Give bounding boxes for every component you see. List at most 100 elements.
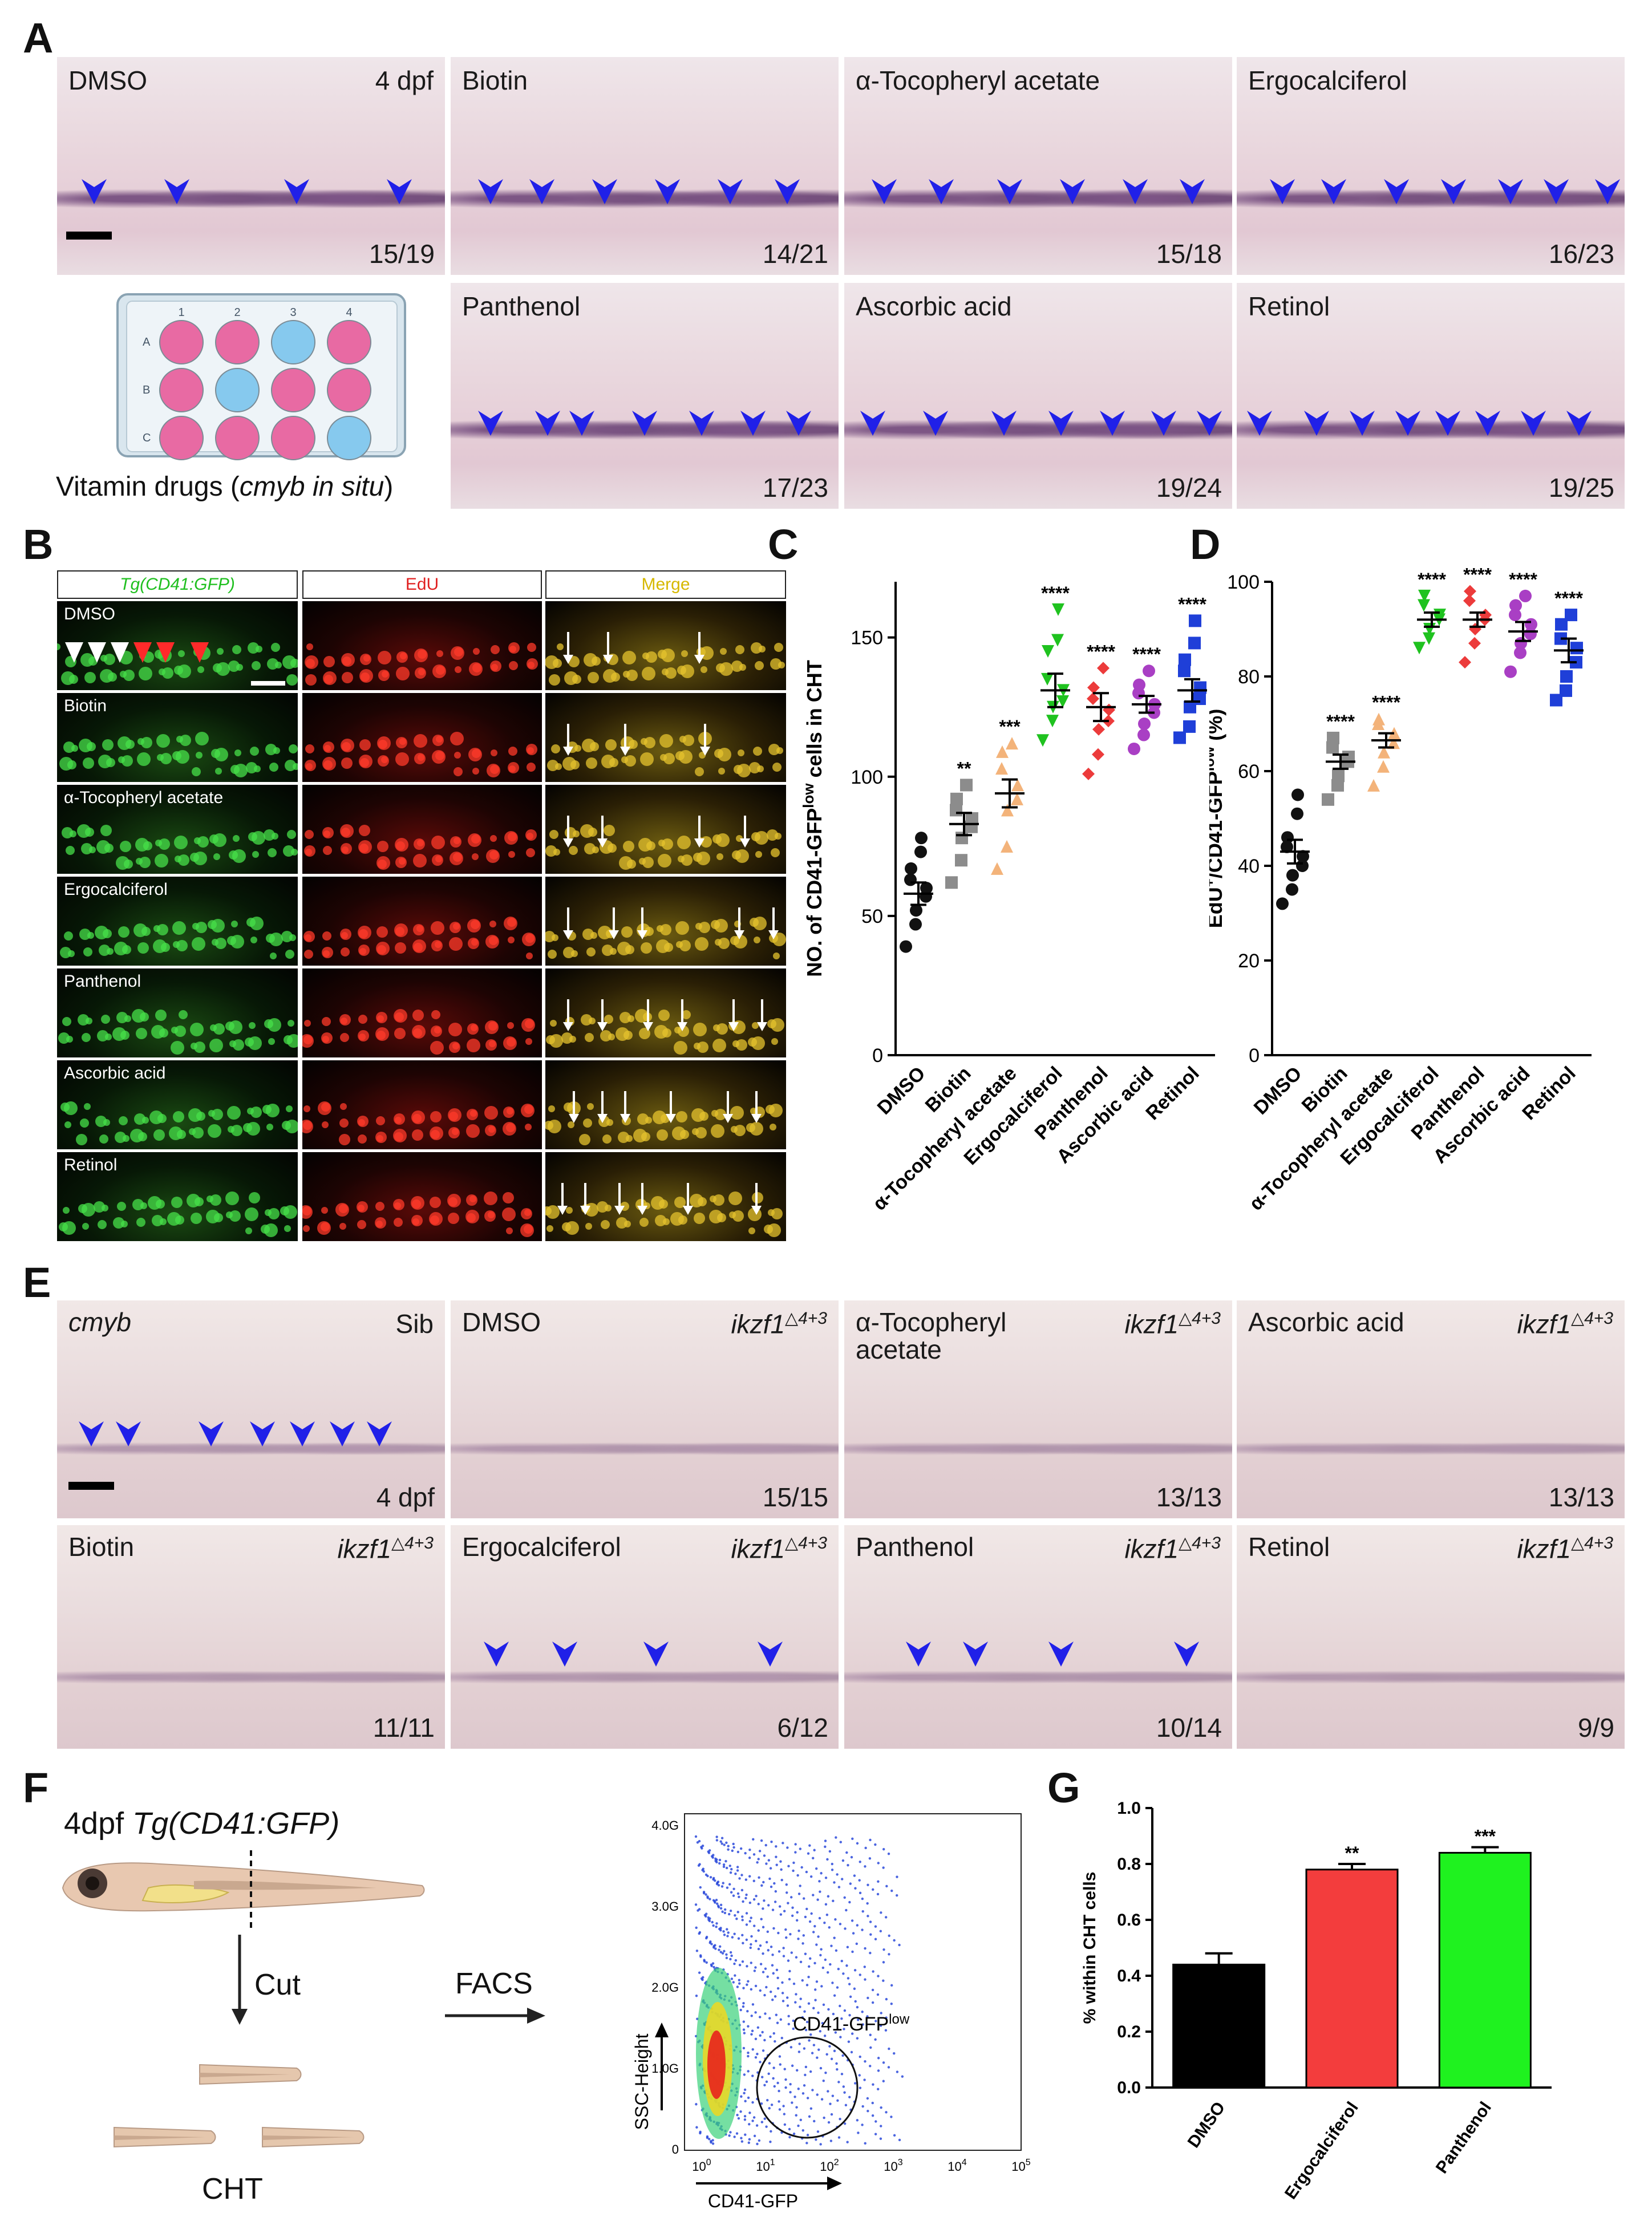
cell-dot [488, 1126, 495, 1133]
event-dot [723, 1911, 727, 1915]
cell-dot [63, 741, 75, 753]
tile-count: 13/13 [1156, 1482, 1222, 1512]
event-dot [780, 1878, 783, 1882]
cell-dot [411, 1110, 425, 1124]
staining-band [57, 1664, 445, 1691]
cell-dot [226, 1211, 233, 1218]
fluorescence-panel [302, 785, 542, 874]
event-dot [726, 1886, 729, 1889]
plate-well [271, 368, 315, 412]
event-dot [706, 2135, 709, 2138]
event-dot [835, 1836, 837, 1839]
category-label: Ergocalciferol [1281, 2098, 1362, 2203]
event-dot [824, 1876, 828, 1879]
event-dot [816, 2093, 819, 2096]
cell-dot [289, 744, 298, 753]
cell-dot [341, 947, 350, 957]
data-point [1286, 883, 1298, 896]
data-point [1514, 646, 1527, 659]
event-dot [747, 2096, 750, 2100]
event-dot [759, 1989, 762, 1992]
tile-label: Ergocalciferol [1248, 66, 1407, 95]
event-dot [866, 2015, 869, 2018]
cell-dot [448, 1023, 462, 1036]
cell-dot [507, 1022, 514, 1029]
data-point [1006, 737, 1018, 750]
cell-dot [749, 762, 760, 773]
cell-dot [654, 1025, 668, 1039]
cell-dot [547, 760, 558, 771]
event-dot [801, 1942, 804, 1945]
cell-dot [508, 642, 520, 654]
significance-label: ** [1345, 1843, 1359, 1863]
cell-dot [507, 1108, 513, 1114]
cell-dot [490, 765, 499, 774]
cell-dot [545, 655, 558, 669]
cell-dot [692, 1128, 699, 1135]
event-dot [749, 1946, 752, 1950]
x-axis-label: CD41-GFP [708, 2191, 798, 2211]
cell-dot [603, 669, 617, 683]
data-point [1387, 736, 1400, 749]
arrowhead-icon [164, 179, 189, 204]
event-dot [747, 2054, 750, 2058]
event-dot [728, 1912, 731, 1916]
cell-dot [436, 736, 443, 743]
arrowhead-icon [1151, 411, 1176, 436]
insitu-image-tile: Biotin ikzf1△4+3 11/11 [57, 1525, 445, 1749]
event-dot [808, 2039, 811, 2042]
event-dot [752, 1853, 756, 1856]
event-dot [835, 1949, 838, 1952]
event-dot [788, 1969, 791, 1973]
arrowhead-icon [643, 1642, 669, 1667]
event-dot [789, 2082, 792, 2086]
cell-dot [491, 749, 497, 756]
cell-dot [436, 650, 443, 657]
event-dot [762, 2049, 765, 2052]
data-point [1011, 792, 1023, 805]
event-dot [699, 1954, 702, 1957]
arrow-icon [620, 747, 630, 756]
cell-dot [682, 1010, 691, 1019]
event-dot [832, 1899, 835, 1903]
arrowhead-icon [632, 411, 657, 436]
event-dot [723, 1934, 726, 1936]
x-tick-label: 102 [820, 2158, 839, 2174]
arrow-icon [597, 1022, 608, 1031]
event-dot [721, 1910, 724, 1913]
event-dot [767, 1949, 770, 1952]
event-dot [901, 2075, 904, 2078]
event-dot [708, 1898, 711, 1900]
gate-circle [756, 2036, 859, 2139]
fluorescence-panel [545, 1060, 786, 1149]
event-dot [750, 1961, 752, 1964]
arrowheads [451, 1300, 839, 1518]
event-dot [809, 1875, 813, 1878]
cell-dot [305, 744, 314, 753]
cell-dot [550, 1020, 557, 1027]
event-dot [782, 2000, 785, 2003]
arrow-icon [734, 930, 744, 939]
panel-label-f: F [23, 1764, 49, 1811]
event-dot [861, 1910, 864, 1913]
event-dot [874, 2120, 877, 2123]
cell-dot [264, 1019, 273, 1028]
event-dot [876, 1892, 880, 1896]
event-dot [720, 1885, 724, 1888]
event-dot [730, 1954, 733, 1957]
event-dot [831, 1862, 833, 1866]
cell-dot [230, 765, 240, 774]
category-label: Panthenol [1432, 2098, 1495, 2177]
cell-dot [503, 1192, 514, 1203]
cell-dot [674, 1197, 686, 1208]
event-dot [859, 2086, 862, 2089]
arrowhead-icon [535, 411, 560, 436]
cell-dot [303, 1105, 310, 1112]
arrowheads [872, 179, 1205, 204]
event-dot [810, 1912, 813, 1915]
cell-dot [358, 1030, 369, 1041]
event-dot [715, 1858, 718, 1861]
event-dot [852, 1932, 855, 1935]
cell-dot [711, 1110, 718, 1117]
tile-label: Panthenol [856, 1532, 974, 1562]
